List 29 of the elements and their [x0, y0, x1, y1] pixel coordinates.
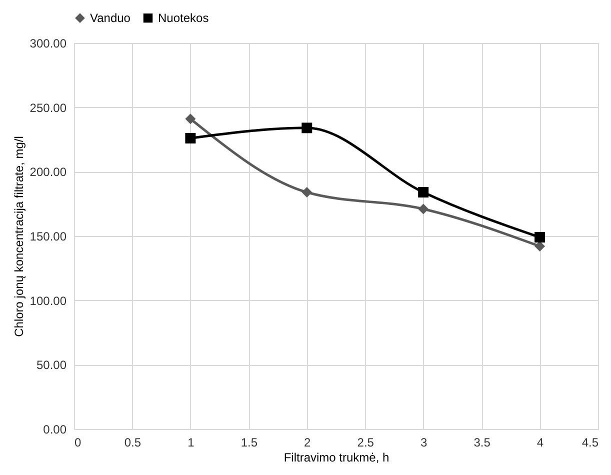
x-tick-label: 3 — [420, 436, 428, 450]
x-tick-label: 1.5 — [240, 436, 258, 450]
y-axis-title: Chloro jonų koncentracija filtrate, mg/l — [12, 136, 26, 337]
point — [418, 187, 429, 198]
legend-label: Nuotekos — [158, 11, 209, 26]
x-tick-label: 0 — [74, 436, 82, 450]
point — [418, 204, 429, 214]
point — [534, 241, 546, 252]
y-tick-label: 100.00 — [30, 294, 67, 308]
y-tick-label: 250.00 — [30, 100, 67, 115]
x-tick-label: 2.5 — [357, 436, 374, 450]
point — [185, 132, 196, 144]
x-tick-label: 4 — [536, 436, 544, 450]
x-tick-label: 3.5 — [474, 436, 491, 450]
y-tick-label: 50.00 — [36, 358, 67, 372]
x-tick-label: 2 — [304, 436, 312, 450]
x-tick-label: 4.5 — [582, 436, 599, 450]
point — [534, 232, 546, 243]
point — [302, 122, 312, 134]
point — [185, 114, 196, 124]
y-tick-label: 200.00 — [30, 165, 67, 180]
y-tick-label: 150.00 — [30, 230, 67, 244]
x-tick-label: 0.5 — [124, 436, 142, 450]
y-tick-label: 300.00 — [30, 36, 67, 50]
point — [302, 187, 312, 198]
legend-label: Vanduo — [90, 11, 131, 26]
x-tick-label: 1 — [188, 436, 195, 450]
y-tick-label: 0.00 — [43, 422, 67, 436]
x-axis-title: Filtravimo trukmė, h — [284, 450, 390, 464]
